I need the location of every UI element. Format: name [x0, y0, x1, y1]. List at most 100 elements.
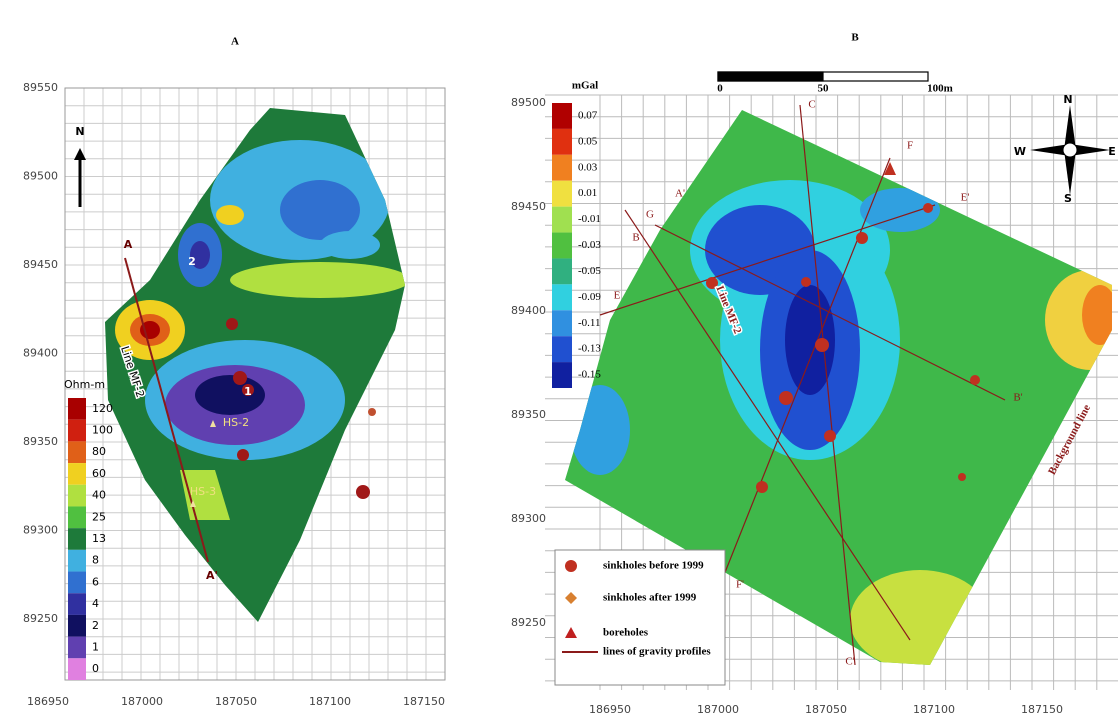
x-tick-label: 187000 [121, 695, 163, 708]
legend-label: 0.03 [578, 161, 598, 173]
annotation: N [75, 125, 84, 138]
legend-swatch [68, 506, 86, 528]
profile-label: F [907, 140, 913, 152]
x-tick-label: 187000 [697, 703, 739, 716]
legend-swatch [68, 572, 86, 594]
profile-label: B' [1013, 392, 1022, 404]
x-tick-label: 187150 [403, 695, 445, 708]
profile-label: F' [736, 579, 744, 591]
legend-swatch [552, 336, 572, 362]
legend-swatch [552, 233, 572, 259]
legend-swatch [68, 637, 86, 659]
legend-label: 1 [92, 640, 99, 653]
legend-label: 80 [92, 445, 106, 458]
legend-swatch [552, 284, 572, 310]
y-tick-label: 89500 [511, 96, 546, 109]
annotation: HS-2 [223, 416, 249, 429]
legend-swatch [552, 155, 572, 181]
profile-label: A' [675, 188, 685, 200]
legend-label: -0.15 [578, 369, 601, 381]
legend-label: 25 [92, 510, 106, 523]
resistivity-map [100, 100, 420, 630]
y-tick-label: 89300 [23, 524, 58, 537]
profile-label: G [646, 209, 654, 221]
legend-swatch [68, 420, 86, 442]
y-tick-label: 89550 [23, 81, 58, 94]
scale-label: 0 [717, 83, 723, 95]
legend-swatch [552, 310, 572, 336]
y-tick-label: 89350 [23, 435, 58, 448]
legend-swatch [68, 441, 86, 463]
legend-label: 120 [92, 402, 113, 415]
scale-label: 50 [818, 83, 830, 95]
key-label: boreholes [603, 627, 649, 639]
compass-label: E [1108, 145, 1116, 158]
y-tick-label: 89250 [511, 616, 546, 629]
key-label: sinkholes after 1999 [603, 592, 697, 604]
panel-title: B [851, 32, 859, 44]
legend-swatch [68, 593, 86, 615]
legend-label: 40 [92, 489, 106, 502]
figure: AB89550895008945089400893508930089250186… [0, 0, 1118, 723]
panel-title: A [231, 36, 239, 48]
legend-swatch [68, 528, 86, 550]
legend-label: 2 [92, 619, 99, 632]
legend-label: 8 [92, 554, 99, 567]
legend-swatch [552, 258, 572, 284]
legend-swatch [68, 485, 86, 507]
legend-label: 6 [92, 575, 99, 588]
legend-label: 0.05 [578, 135, 598, 147]
compass-label: S [1064, 192, 1072, 205]
legend-swatch [552, 103, 572, 129]
x-tick-label: 187100 [309, 695, 351, 708]
annotation: 2 [188, 255, 196, 268]
x-tick-label: 187100 [913, 703, 955, 716]
unit: mGal [572, 80, 598, 92]
legend-swatch [68, 615, 86, 637]
legend-label: 60 [92, 467, 106, 480]
legend-label: -0.13 [578, 343, 601, 355]
legend-title: Ohm-m [64, 378, 105, 391]
profile-label: E [614, 290, 621, 302]
legend-label: 0.07 [578, 109, 598, 121]
legend-label: 0 [92, 662, 99, 675]
key-label: lines of gravity profiles [603, 646, 711, 658]
y-tick-label: 89400 [511, 304, 546, 317]
x-tick-label: 187150 [1021, 703, 1063, 716]
legend-swatch [552, 181, 572, 207]
legend-label: -0.09 [578, 291, 601, 303]
x-tick-label: 186950 [27, 695, 69, 708]
annotation: HS-3 [190, 485, 216, 498]
y-tick-label: 89250 [23, 612, 58, 625]
legend-label: 100 [92, 424, 113, 437]
legend-swatch [552, 362, 572, 388]
scale-label: 100m [927, 83, 953, 95]
legend-label: -0.03 [578, 239, 601, 251]
annotation: 1 [244, 385, 252, 398]
legend-label: -0.05 [578, 265, 601, 277]
y-tick-label: 89500 [23, 170, 58, 183]
legend-label: -0.01 [578, 213, 601, 225]
y-tick-label: 89450 [23, 258, 58, 271]
y-tick-label: 89400 [23, 347, 58, 360]
compass-label: W [1014, 145, 1026, 158]
key-label: sinkholes before 1999 [603, 560, 704, 572]
legend-swatch [552, 207, 572, 233]
legend-swatch [552, 129, 572, 155]
legend-swatch [68, 463, 86, 485]
x-tick-label: 186950 [589, 703, 631, 716]
y-tick-label: 89450 [511, 200, 546, 213]
profile-label: C [808, 99, 815, 111]
legend-swatch [68, 550, 86, 572]
profile-label: C' [845, 656, 854, 668]
profile-label: E' [961, 192, 970, 204]
legend-label: 0.01 [578, 187, 597, 199]
legend-label: 13 [92, 532, 106, 545]
x-tick-label: 187050 [805, 703, 847, 716]
x-tick-label: 187050 [215, 695, 257, 708]
y-tick-label: 89300 [511, 512, 546, 525]
legend-label: 4 [92, 597, 99, 610]
profile-label: B [632, 232, 639, 244]
y-tick-label: 89350 [511, 408, 546, 421]
annotation: A [124, 238, 133, 251]
